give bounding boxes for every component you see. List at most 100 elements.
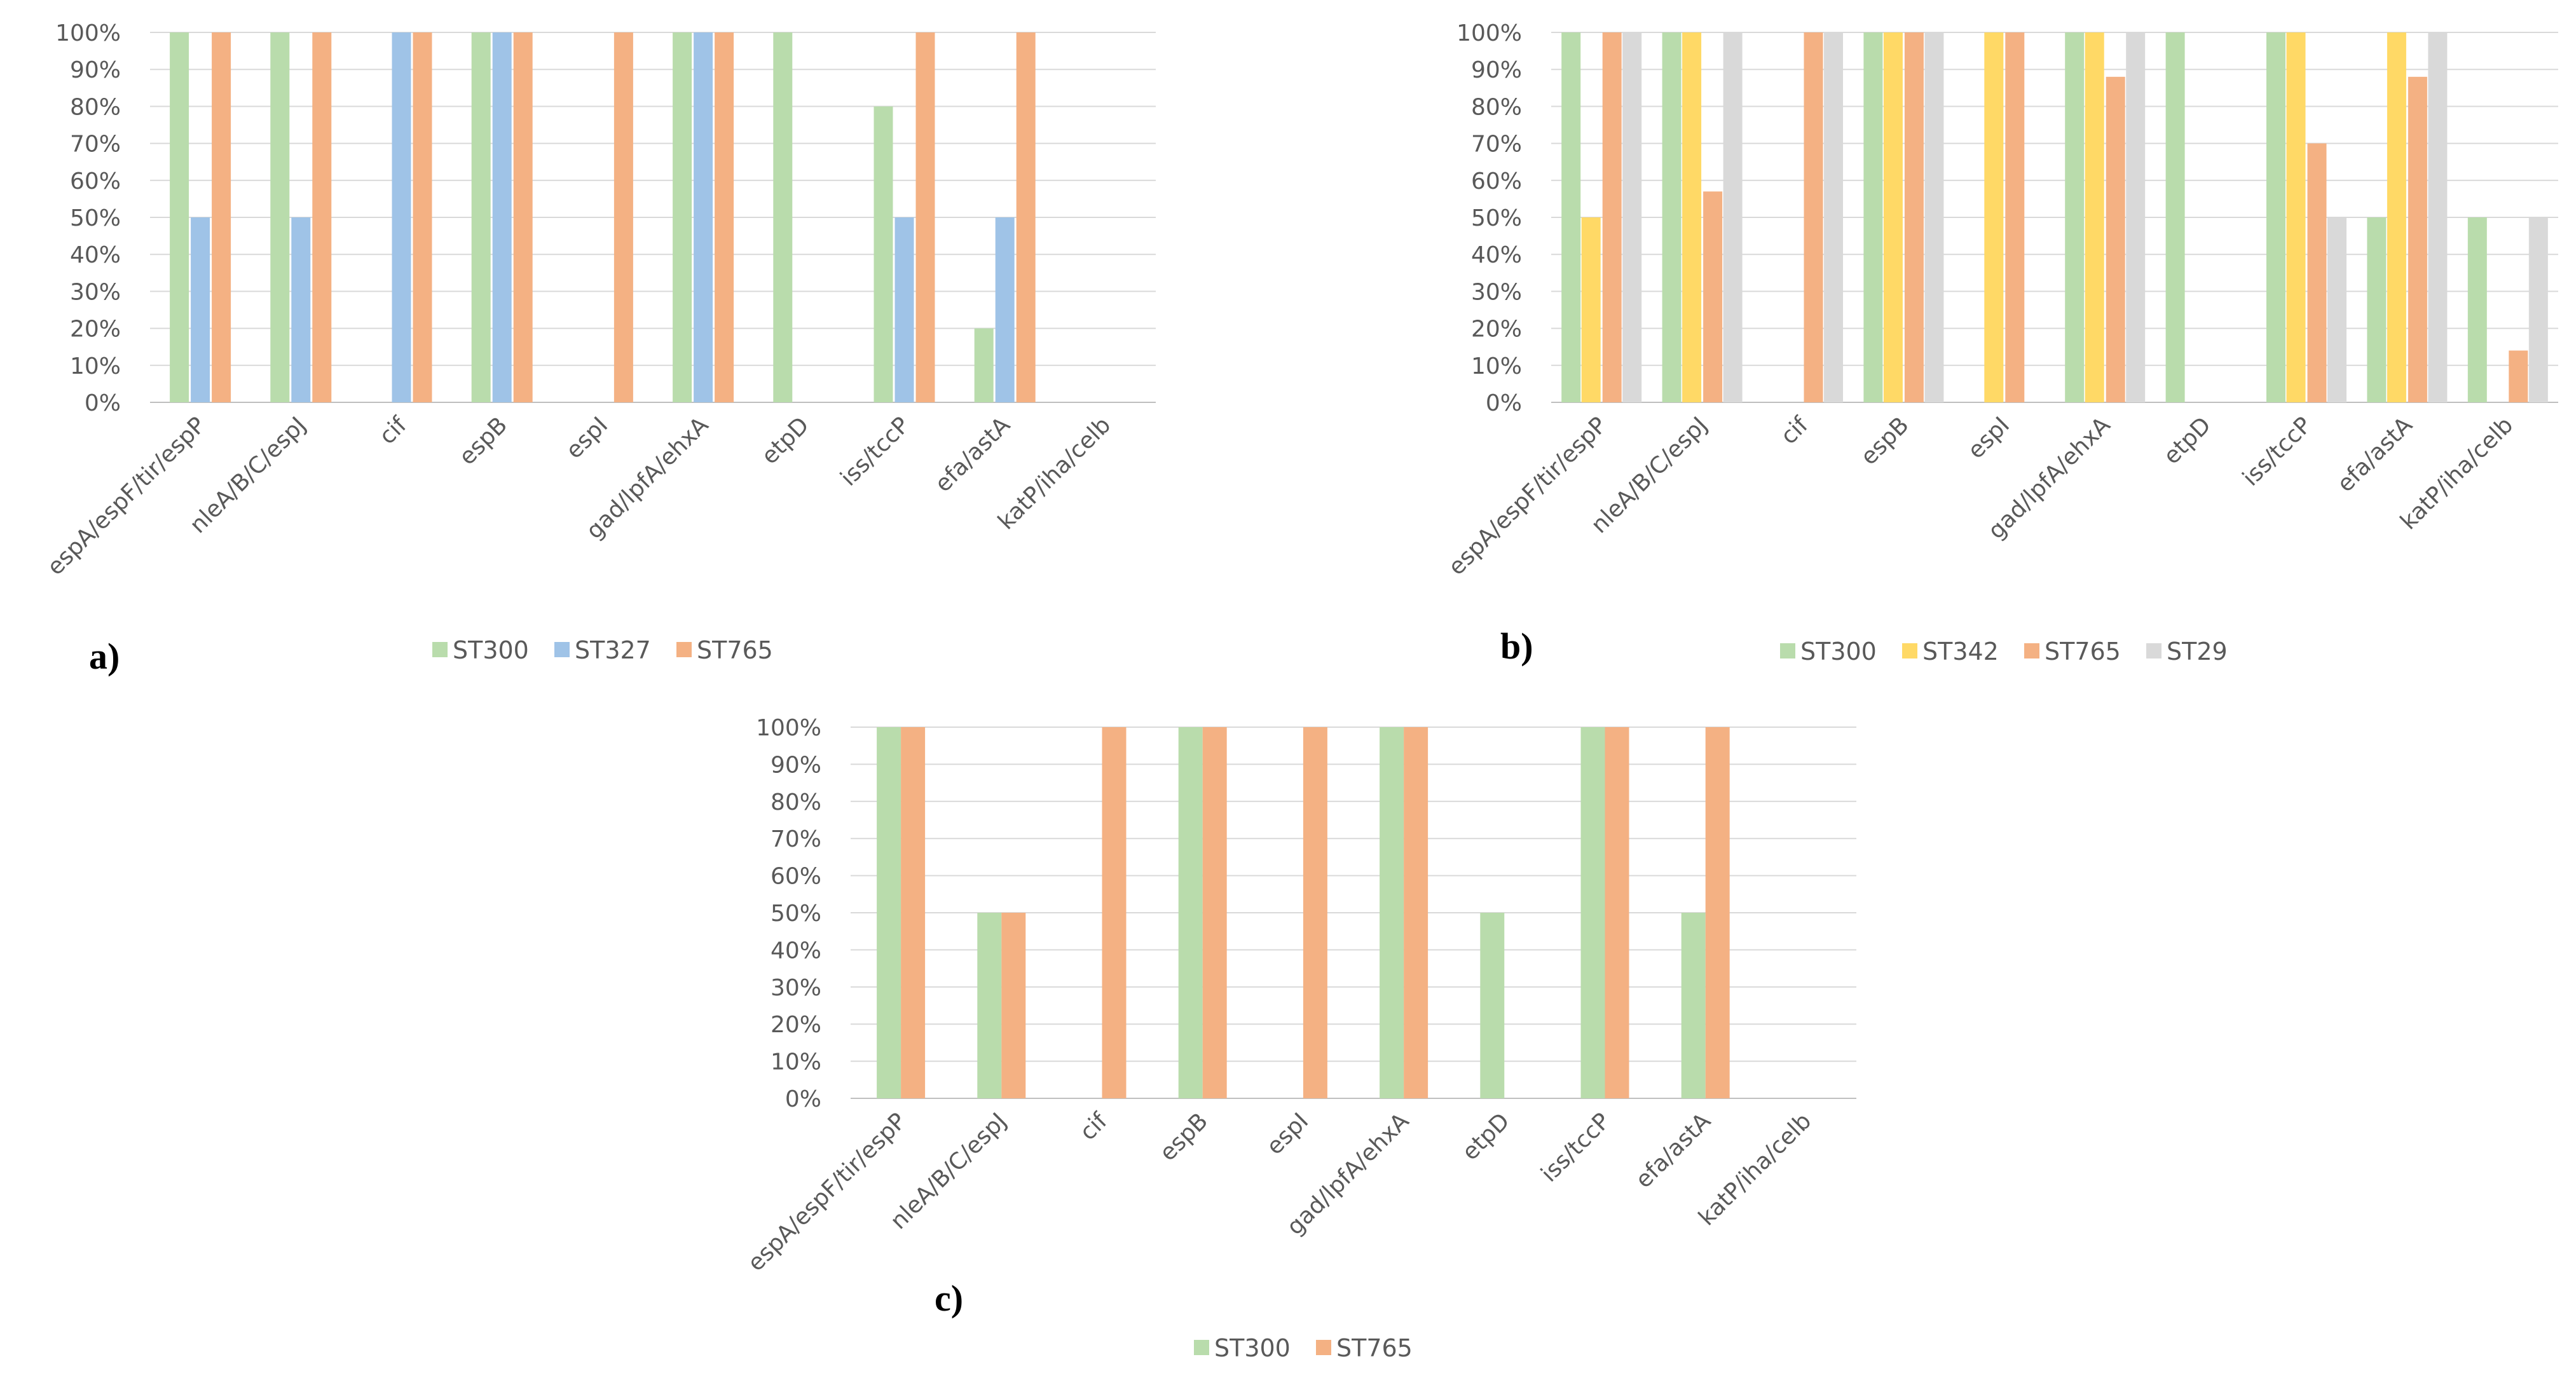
bar-st327: [492, 32, 512, 402]
y-tick-label: 80%: [771, 789, 821, 815]
bar-st342: [2387, 32, 2406, 402]
bar-st765: [1202, 727, 1227, 1098]
bar-st300: [1480, 913, 1505, 1098]
x-tick-label: efa/astA: [930, 412, 1015, 497]
bar-st765: [1605, 727, 1629, 1098]
chart-panel-3: 0% 10% 20% 30% 40% 50% 60% 70% 80% 90% 100% espA/es…: [743, 715, 1856, 1362]
bar-st300: [1580, 727, 1605, 1098]
bar-st327: [894, 217, 914, 402]
bar-st29: [1723, 32, 1743, 402]
bar-st300: [1662, 32, 1682, 402]
bar-st765: [212, 32, 231, 402]
bar-st765: [1703, 191, 1723, 402]
bar-st29: [2126, 32, 2146, 402]
bar-st300: [2165, 32, 2185, 402]
x-tick-label: espI: [561, 412, 613, 464]
bar-st765: [1001, 913, 1026, 1098]
legend: ST300 ST327 ST765: [432, 636, 773, 664]
y-tick-label: 20%: [70, 317, 121, 343]
y-tick-label: 30%: [771, 975, 821, 1001]
bar-st342: [1682, 32, 1702, 402]
y-tick-label: 90%: [70, 57, 121, 83]
bar-st300: [1380, 727, 1404, 1098]
bar-st327: [694, 32, 713, 402]
x-tick-label: espB: [1856, 412, 1914, 470]
y-tick-label: 0%: [785, 1086, 821, 1112]
legend-swatch-st765: [2024, 643, 2039, 658]
bar-st765: [1404, 727, 1428, 1098]
x-tick-label: espA/espF/tir/espP: [43, 412, 211, 580]
x-tick-label: efa/astA: [1631, 1108, 1716, 1193]
bar-st300: [2367, 217, 2387, 402]
y-tick-label: 40%: [1471, 242, 1522, 268]
x-tick-label: espI: [1262, 1108, 1314, 1160]
bar-st300: [2467, 217, 2487, 402]
bar-st765: [413, 32, 432, 402]
bar-st300: [673, 32, 692, 402]
legend-swatch-st765: [1316, 1340, 1331, 1355]
bar-st765: [1804, 32, 1823, 402]
y-tick-label: 0%: [85, 390, 121, 416]
bar-st765: [1303, 727, 1327, 1098]
legend-label: ST300: [453, 636, 529, 664]
x-tick-label: espI: [1963, 412, 2015, 464]
bar-st29: [1824, 32, 1843, 402]
bar-st765: [2307, 143, 2327, 402]
bar-st29: [1622, 32, 1642, 402]
y-tick-label: 0%: [1486, 390, 1522, 416]
bar-st300: [874, 106, 893, 402]
y-tick-label: 50%: [771, 901, 821, 927]
y-tick-label: 80%: [1471, 94, 1522, 120]
y-tick-label: 90%: [771, 752, 821, 778]
y-tick-label: 70%: [70, 132, 121, 158]
legend-swatch-st327: [554, 642, 570, 657]
y-tick-label: 20%: [1471, 317, 1522, 343]
bar-st765: [2408, 76, 2427, 403]
bar-st765: [1705, 727, 1730, 1098]
x-tick-label: espB: [455, 412, 513, 470]
x-tick-label: etpD: [757, 412, 814, 469]
bar-st300: [170, 32, 189, 402]
bar-st300: [2065, 32, 2085, 402]
bar-st342: [1883, 32, 1903, 402]
bar-st765: [1904, 32, 1924, 402]
legend-swatch-st300: [1780, 643, 1795, 658]
bar-st765: [312, 32, 332, 402]
legend-swatch-st300: [1194, 1340, 1209, 1355]
legend-label: ST765: [1336, 1334, 1413, 1362]
x-tick-label: efa/astA: [2333, 412, 2418, 497]
legend: ST300 ST765: [1194, 1334, 1413, 1362]
y-tick-label: 50%: [70, 205, 121, 231]
bar-st765: [1016, 32, 1036, 402]
legend-label: ST342: [1922, 638, 1999, 665]
panel-label: c): [935, 1278, 963, 1319]
chart-panel-1: 0% 10% 20% 30% 40% 50% 60% 70% 80% 90% 100% espA/es…: [43, 20, 1156, 677]
legend-label: ST765: [697, 636, 773, 664]
x-tick-label: cif: [374, 411, 413, 449]
bar-st29: [2327, 217, 2346, 402]
legend-swatch-st765: [676, 642, 692, 657]
legend-swatch-st342: [1902, 643, 1917, 658]
y-tick-label: 70%: [771, 826, 821, 852]
bar-st765: [2509, 350, 2528, 402]
y-tick-label: 40%: [70, 242, 121, 268]
bar-st300: [1178, 727, 1203, 1098]
bar-st765: [715, 32, 734, 402]
y-tick-label: 10%: [1471, 353, 1522, 379]
bar-st342: [1581, 217, 1601, 402]
bar-st342: [2085, 32, 2104, 402]
legend-label: ST300: [1214, 1334, 1291, 1362]
y-tick-label: 100%: [756, 715, 821, 741]
y-tick-label: 20%: [771, 1012, 821, 1038]
y-tick-label: 10%: [771, 1049, 821, 1075]
bar-st342: [2286, 32, 2306, 402]
y-tick-label: 60%: [70, 168, 121, 194]
x-tick-label: iss/tccP: [835, 412, 914, 491]
bar-st327: [995, 217, 1015, 402]
bar-st342: [1984, 32, 2004, 402]
legend-label: ST327: [575, 636, 651, 664]
bar-st327: [291, 217, 311, 402]
bar-st765: [613, 32, 633, 402]
bar-st300: [1561, 32, 1581, 402]
